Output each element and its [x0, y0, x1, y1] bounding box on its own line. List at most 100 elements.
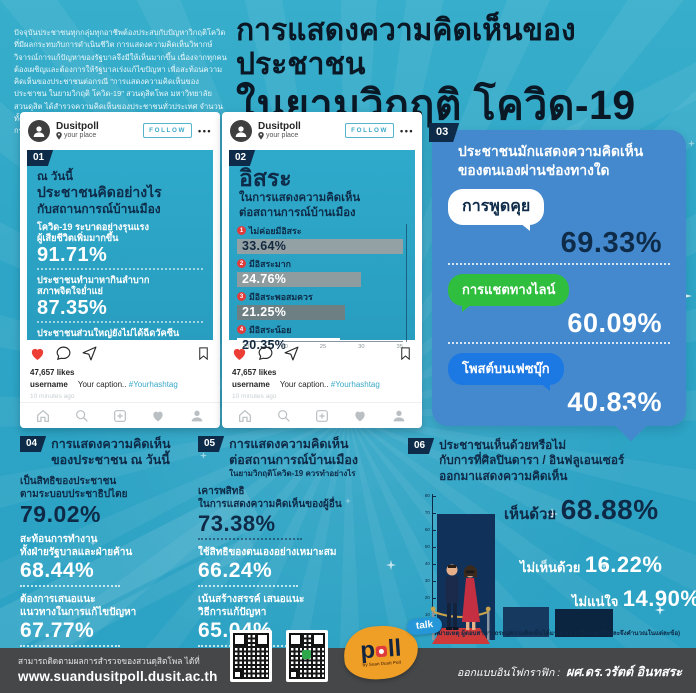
bar-disagree-16.22: [503, 607, 549, 637]
chart-y-axis: [432, 494, 433, 640]
survey-footnote: หมายเหตุ ผู้ตอบสามารถระบุความคิดเห็นได้ม…: [434, 630, 681, 637]
panel4-item2-label2: ทั้งฝ่ายรัฐบาลและฝ่ายค้าน: [20, 546, 133, 558]
axis-tick: 30: [358, 344, 365, 350]
celebrities-illustration: [430, 564, 491, 644]
instagram-header: Dusitpoll your place FOLLOW •••: [222, 112, 422, 149]
channel-row-line-chat: การแชตทางไลน์ 60.09%: [432, 265, 686, 345]
agree-bar-chart: 80 70 60 50 40 30 20 10: [424, 493, 634, 644]
panel5-subtitle: ในยามวิกฤติโควิด-19 ควรทำอย่างไร: [229, 468, 356, 478]
add-post-icon[interactable]: [112, 408, 128, 424]
panel4-header: 04 การแสดงความคิดเห็น ของประชาชน ณ วันนี…: [20, 436, 196, 469]
channel-talking-value: 69.33%: [448, 225, 670, 266]
profile-name[interactable]: Dusitpoll: [56, 120, 99, 132]
share-icon[interactable]: [81, 345, 98, 362]
channel-row-facebook: โพสต์บนเฟซบุ๊ก 40.83%: [432, 344, 686, 421]
bookmark-icon[interactable]: [398, 345, 413, 362]
rank-circle: 4: [237, 325, 246, 335]
panel5-title: การแสดงความคิดเห็น ต่อสถานการณ์บ้านเมือง…: [229, 436, 358, 479]
panel3-badge: 03: [429, 123, 460, 142]
card1-title-line1: ณ วันนี้: [37, 171, 74, 183]
follow-button[interactable]: FOLLOW: [345, 123, 395, 138]
card2-subtitle-line2: ต่อสถานการณ์บ้านเมือง: [239, 206, 356, 219]
axis-tick: 50: [416, 544, 436, 550]
unsure-value: 14.90%: [622, 586, 696, 611]
avatar[interactable]: [28, 119, 50, 142]
comment-icon[interactable]: [55, 345, 72, 362]
like-heart-icon[interactable]: [231, 345, 248, 362]
caption-row: username Your caption.. #Yourhashtag: [30, 380, 214, 389]
like-heart-icon[interactable]: [29, 345, 46, 362]
comment-icon[interactable]: [257, 345, 274, 362]
location-pin-icon: [258, 132, 264, 140]
axis-tick: 20: [416, 595, 436, 601]
activity-heart-icon[interactable]: [352, 408, 368, 424]
likes-count[interactable]: 47,657 likes: [232, 368, 277, 377]
disagree-label: ไม่เห็นด้วย: [520, 560, 581, 575]
axis-tick: 20: [281, 344, 288, 350]
caption-hashtag[interactable]: #Yourhashtag: [128, 380, 178, 389]
post-timestamp: 10 minutes ago: [30, 393, 75, 400]
chart-axis-line: [406, 224, 407, 342]
instagram-actions: [29, 345, 211, 362]
profile-name[interactable]: Dusitpoll: [258, 120, 301, 132]
panel4-item3-value: 67.77%: [20, 619, 121, 648]
panel6-title-line2: กับการที่ศิลปินดารา / อินฟลูเอนเซอร์: [439, 453, 625, 468]
share-icon[interactable]: [283, 345, 300, 362]
follow-button[interactable]: FOLLOW: [143, 123, 193, 138]
footer-website-url[interactable]: www.suandusitpoll.dusit.ac.th: [18, 669, 218, 684]
bar-24.76: 24.76%: [237, 271, 361, 287]
panel5-item1-label2: ในการแสดงความคิดเห็นของผู้อื่น: [198, 498, 342, 510]
activity-heart-icon[interactable]: [150, 408, 166, 424]
panel4-item: ต้องการเสนอแนะ แนวทางในการแก้ไขปัญหา 67.…: [20, 593, 196, 648]
panel5-item1-label1: เคารพสิทธิ: [198, 485, 245, 497]
chart-x-axis: 15 20 25 30 35: [243, 341, 403, 350]
caption-username[interactable]: username: [30, 380, 68, 389]
panel3-title-line1: ประชาชนมักแสดงความคิดเห็น: [458, 144, 644, 159]
caption-username[interactable]: username: [232, 380, 270, 389]
poll-logo-word: p ll: [359, 634, 403, 664]
profile-icon[interactable]: [189, 408, 205, 424]
card1-item2-value: 87.35%: [37, 297, 108, 320]
caption-row: username Your caption.. #Yourhashtag: [232, 380, 416, 389]
caption-text: Your caption..: [279, 380, 329, 389]
sparkle-icon: [688, 140, 695, 147]
more-options-icon[interactable]: •••: [198, 125, 212, 136]
likes-count[interactable]: 47,657 likes: [30, 368, 75, 377]
suan-dusit-poll-logo: p ll by Suan Dusit Poll talk: [342, 616, 443, 684]
card2-bar-item: 2 มีอิสระมาก 24.76%: [237, 257, 415, 287]
card1-item1-label1: โควิด-19 ระบาดอย่างรุนแรง: [37, 221, 149, 232]
caption-hashtag[interactable]: #Yourhashtag: [330, 380, 380, 389]
panel6-title-line3: ออกมาแสดงความคิดเห็น: [439, 468, 568, 483]
channel-row-talking: การพูดคุย 69.33%: [432, 180, 686, 266]
avatar[interactable]: [230, 119, 252, 142]
search-icon[interactable]: [74, 408, 90, 424]
home-icon[interactable]: [237, 408, 253, 424]
poll-logo-letters-ll: ll: [386, 634, 403, 663]
panel5-header: 05 การแสดงความคิดเห็น ต่อสถานการณ์บ้านเม…: [198, 436, 404, 479]
profile-icon[interactable]: [391, 408, 407, 424]
card2-item3-label: มีอิสระพอสมควร: [249, 291, 313, 302]
card2-badge: 02: [229, 150, 256, 166]
more-options-icon[interactable]: •••: [400, 125, 414, 136]
card1-item2-label1: ประชาชนทำมาหากินลำบาก: [37, 274, 150, 285]
title-line-1: การแสดงความคิดเห็นของประชาชน: [236, 14, 576, 82]
caption-text: Your caption..: [77, 380, 127, 389]
panel6-header: 06 ประชาชนเห็นด้วยหรือไม่ กับการที่ศิลปิ…: [408, 438, 690, 484]
card2-item4-label: มีอิสระน้อย: [249, 324, 292, 335]
panel-opinion-today: 04 การแสดงความคิดเห็น ของประชาชน ณ วันนี…: [20, 436, 196, 648]
footer-follow-info: สามารถติดตามผลการสำรวจของสวนดุสิตโพล ได้…: [18, 654, 218, 684]
axis-tick: 80: [416, 493, 436, 499]
qr-code-2: [286, 630, 328, 682]
credit-name: ผศ.ดร.วรัตต์ อินทสระ: [566, 665, 682, 679]
add-post-icon[interactable]: [314, 408, 330, 424]
home-icon[interactable]: [35, 408, 51, 424]
panel5-title-line2: ต่อสถานการณ์บ้านเมือง: [229, 453, 359, 468]
card2-item3-value: 21.25%: [242, 305, 287, 320]
axis-tick: 70: [416, 510, 436, 516]
axis-tick: 35: [396, 344, 403, 350]
search-icon[interactable]: [276, 408, 292, 424]
bookmark-icon[interactable]: [196, 345, 211, 362]
unsure-row: ไม่แน่ใจ 14.90%: [572, 586, 696, 612]
agree-value: 68.88%: [560, 494, 659, 525]
panel5-title-line1: การแสดงความคิดเห็น: [229, 437, 349, 451]
